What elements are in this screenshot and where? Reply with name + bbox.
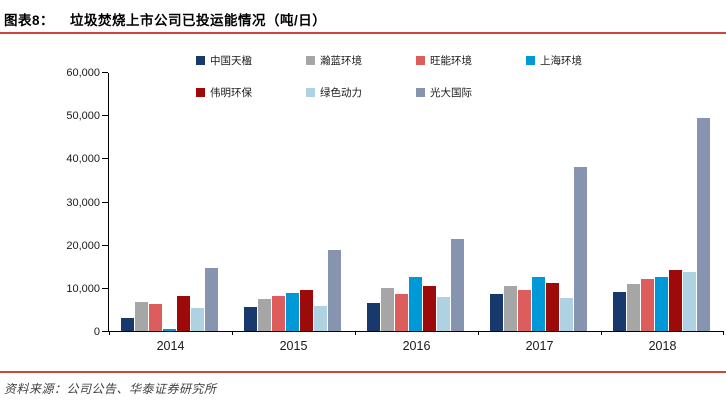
plot-area: 0 10,000 20,000 30,000 40,000 50,000 60,000 201… <box>66 67 724 353</box>
legend-label: 伟明环保 <box>210 86 252 99</box>
y-tick-label: 50,000 <box>66 110 100 123</box>
bar-group-2018 <box>613 118 711 331</box>
bar-瀚蓝环境-2017 <box>504 285 517 331</box>
x-axis-tick <box>109 331 110 335</box>
y-tick-label: 30,000 <box>66 196 100 209</box>
bar-group-2016 <box>367 239 465 331</box>
legend-item-瀚蓝环境: 瀚蓝环境 <box>306 52 416 68</box>
bar-光大国际-2017 <box>574 167 587 331</box>
legend-swatch-icon <box>526 55 535 65</box>
x-category-label-2014: 2014 <box>156 339 185 353</box>
legend-swatch-icon <box>306 55 315 65</box>
bar-旺能环境-2014 <box>149 303 162 331</box>
legend: 中国天楹 瀚蓝环境 旺能环境 上海环境伟明环保 绿色动力 光大国际 <box>196 52 646 116</box>
legend-swatch-icon <box>196 55 205 65</box>
bar-瀚蓝环境-2016 <box>381 288 394 331</box>
bar-绿色动力-2018 <box>683 272 696 331</box>
source-note: 资料来源：公司公告、华泰证券研究所 <box>4 382 217 396</box>
footer-divider-rule <box>0 371 726 373</box>
bar-光大国际-2016 <box>451 239 464 331</box>
bar-光大国际-2018 <box>697 118 710 331</box>
y-axis-tick <box>102 331 108 332</box>
bar-绿色动力-2017 <box>560 297 573 331</box>
legend-swatch-icon <box>416 87 425 97</box>
legend-label: 中国天楹 <box>210 54 252 67</box>
bar-绿色动力-2016 <box>437 297 450 331</box>
bar-伟明环保-2017 <box>546 282 559 331</box>
y-axis-tick <box>102 244 108 246</box>
bar-上海环境-2017 <box>532 277 545 331</box>
bar-光大国际-2015 <box>328 250 341 331</box>
legend-item-伟明环保: 伟明环保 <box>196 84 306 100</box>
bar-绿色动力-2015 <box>314 305 327 331</box>
x-axis-tick <box>723 331 724 335</box>
bar-旺能环境-2017 <box>518 290 531 331</box>
legend-item-中国天楹: 中国天楹 <box>196 52 306 68</box>
bar-group-2017 <box>490 167 588 331</box>
bar-伟明环保-2014 <box>177 296 190 331</box>
y-axis-tick <box>102 115 108 117</box>
bar-绿色动力-2014 <box>191 308 204 331</box>
legend-item-绿色动力: 绿色动力 <box>306 84 416 100</box>
y-axis-tick <box>102 201 108 203</box>
chart-title-row: 图表8： 垃圾焚烧上市公司已投运能情况（吨/日） <box>4 9 326 29</box>
bar-中国天楹-2015 <box>244 306 257 331</box>
y-axis-tick <box>102 72 108 73</box>
bar-瀚蓝环境-2015 <box>258 298 271 331</box>
legend-label: 光大国际 <box>430 86 472 99</box>
legend-swatch-icon <box>196 87 205 97</box>
x-axis-tick <box>232 331 233 335</box>
x-axis-tick <box>478 331 479 335</box>
x-axis-tick <box>355 331 356 335</box>
legend-item-光大国际: 光大国际 <box>416 84 526 100</box>
bar-上海环境-2018 <box>655 277 668 331</box>
bar-group-2014 <box>121 268 219 331</box>
x-axis-tick <box>601 331 602 335</box>
legend-swatch-icon <box>306 87 315 97</box>
bar-中国天楹-2016 <box>367 303 380 331</box>
legend-label: 旺能环境 <box>430 54 472 67</box>
page-title: 垃圾焚烧上市公司已投运能情况（吨/日） <box>70 13 327 28</box>
bar-中国天楹-2014 <box>121 318 134 331</box>
y-tick-label: 40,000 <box>66 153 100 166</box>
y-tick-label: 60,000 <box>66 67 100 79</box>
bar-中国天楹-2018 <box>613 292 626 331</box>
legend-item-旺能环境: 旺能环境 <box>416 52 526 68</box>
x-category-label-2016: 2016 <box>402 339 431 353</box>
bar-瀚蓝环境-2014 <box>135 301 148 331</box>
bar-上海环境-2015 <box>286 292 299 331</box>
legend-label: 上海环境 <box>540 54 582 67</box>
bar-上海环境-2014 <box>163 329 176 331</box>
legend-swatch-icon <box>416 55 425 65</box>
bar-旺能环境-2015 <box>272 296 285 331</box>
legend-label: 绿色动力 <box>320 86 362 99</box>
bar-上海环境-2016 <box>409 277 422 331</box>
figure-number-label: 图表8： <box>4 13 55 28</box>
bar-伟明环保-2015 <box>300 290 313 331</box>
legend-label: 瀚蓝环境 <box>320 54 362 67</box>
bar-旺能环境-2016 <box>395 294 408 331</box>
y-tick-label: 0 <box>93 326 100 338</box>
y-axis-tick <box>102 158 108 160</box>
bar-group-2015 <box>244 250 342 331</box>
x-category-label-2017: 2017 <box>525 339 554 353</box>
bar-伟明环保-2016 <box>423 286 436 331</box>
y-tick-label: 10,000 <box>66 282 100 295</box>
bar-瀚蓝环境-2018 <box>627 283 640 331</box>
bar-旺能环境-2018 <box>641 278 654 331</box>
legend-item-上海环境: 上海环境 <box>526 52 636 68</box>
y-axis-tick <box>102 287 108 289</box>
bar-光大国际-2014 <box>205 268 218 331</box>
y-tick-label: 20,000 <box>66 239 100 252</box>
x-category-label-2015: 2015 <box>279 339 308 353</box>
x-category-label-2018: 2018 <box>648 339 677 353</box>
title-divider-rule <box>0 32 726 34</box>
bar-中国天楹-2017 <box>490 294 503 331</box>
bar-伟明环保-2018 <box>669 270 682 331</box>
